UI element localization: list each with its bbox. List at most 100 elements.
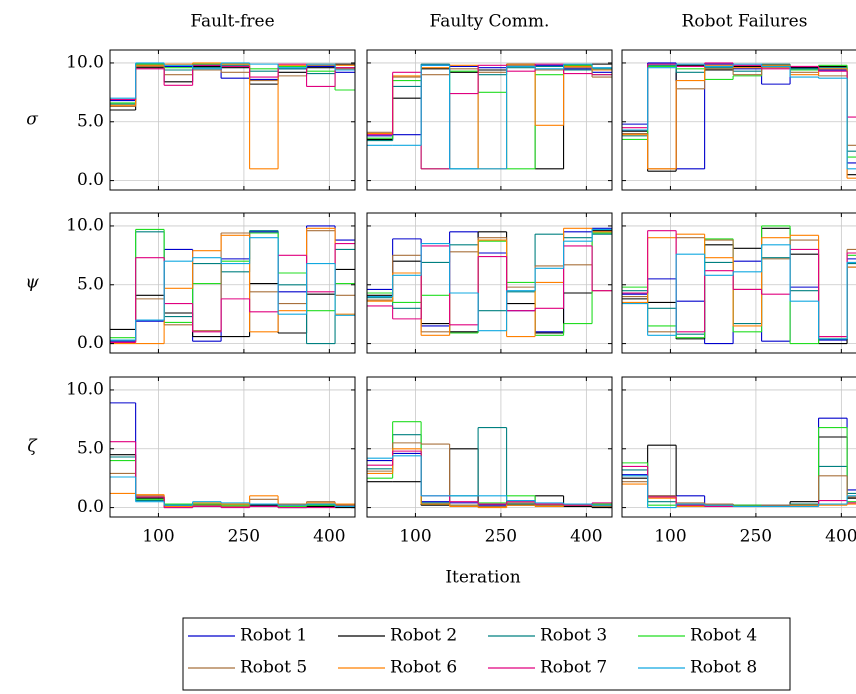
x-tick-label: 400	[570, 527, 602, 547]
y-tick-label: 10.0	[66, 215, 104, 235]
y-tick-label: 5.0	[77, 111, 104, 131]
panel	[622, 377, 856, 517]
panel-frame	[621, 212, 856, 354]
column-title: Robot Failures	[682, 12, 808, 32]
step-riser	[647, 65, 848, 158]
panel	[622, 50, 856, 190]
y-tick-label: 10.0	[66, 52, 104, 72]
step-riser	[392, 453, 593, 507]
panel-frame	[366, 376, 613, 518]
legend-label: Robot 4	[690, 626, 757, 646]
panel-frame	[109, 376, 356, 518]
panel-frame	[621, 376, 856, 518]
panel-frame	[109, 49, 356, 191]
x-tick-label: 400	[313, 527, 345, 547]
step-riser	[135, 237, 336, 341]
step-riser	[392, 65, 593, 169]
column-title: Faulty Comm.	[430, 12, 550, 32]
step-riser	[163, 228, 336, 344]
legend-label: Robot 2	[390, 626, 457, 646]
x-tick-label: 100	[654, 527, 686, 547]
step-riser	[392, 421, 593, 507]
x-tick-label: 100	[399, 527, 431, 547]
step-riser	[392, 451, 593, 506]
step-riser	[392, 427, 593, 506]
panel	[110, 213, 355, 353]
step-riser	[392, 233, 593, 336]
step-riser	[135, 225, 336, 342]
step-riser	[647, 62, 848, 169]
step-riser	[135, 457, 336, 507]
legend-label: Robot 1	[240, 626, 307, 646]
step-riser	[647, 244, 848, 339]
step-riser	[135, 64, 336, 110]
step-riser	[135, 230, 336, 344]
step-riser	[392, 229, 593, 331]
legend-box	[182, 617, 791, 691]
x-tick-label: 400	[825, 527, 856, 547]
step-riser	[135, 269, 336, 337]
step-riser	[392, 455, 593, 506]
step-riser	[392, 64, 593, 169]
step-riser	[647, 466, 848, 507]
panel-frame	[621, 49, 856, 191]
step-riser	[135, 402, 308, 507]
y-tick-label: 10.0	[66, 379, 104, 399]
step-riser	[135, 441, 336, 508]
x-tick-label: 250	[228, 527, 260, 547]
step-riser	[135, 62, 336, 99]
y-tick-label: 5.0	[77, 438, 104, 458]
x-tick-label: 100	[142, 527, 174, 547]
step-riser	[392, 64, 593, 169]
y-tick-label: 0.0	[77, 497, 104, 517]
x-axis-label: Iteration	[445, 568, 520, 588]
step-riser	[647, 65, 848, 175]
panel	[110, 50, 355, 190]
step-riser	[135, 454, 336, 508]
panel-frame	[366, 212, 613, 354]
y-tick-label: 0.0	[77, 170, 104, 190]
step-riser	[420, 448, 593, 508]
step-riser	[135, 62, 336, 169]
panel	[367, 50, 612, 190]
step-riser	[135, 65, 336, 101]
step-riser	[135, 229, 336, 338]
y-tick-label: 0.0	[77, 333, 104, 353]
legend-label: Robot 3	[540, 626, 607, 646]
step-riser	[647, 418, 848, 507]
panel	[367, 213, 612, 353]
step-riser	[135, 460, 336, 507]
panel	[622, 213, 856, 353]
step-riser	[135, 477, 336, 507]
panel-frame	[366, 49, 613, 191]
step-riser	[392, 64, 593, 169]
row-label: σ	[26, 110, 38, 130]
step-riser	[392, 64, 593, 169]
panel-frame	[109, 212, 356, 354]
panel	[110, 377, 355, 517]
y-tick-label: 5.0	[77, 274, 104, 294]
x-tick-label: 250	[485, 527, 517, 547]
step-riser	[420, 64, 593, 169]
x-tick-label: 250	[740, 527, 772, 547]
column-title: Fault-free	[190, 12, 274, 32]
step-riser	[392, 245, 593, 325]
step-riser	[647, 466, 848, 507]
step-riser	[647, 64, 848, 169]
legend-label: Robot 8	[690, 658, 757, 678]
row-label: ψ	[25, 273, 39, 293]
step-riser	[647, 67, 848, 169]
legend-label: Robot 7	[540, 658, 607, 678]
step-riser	[135, 65, 336, 107]
panel	[367, 377, 612, 517]
step-riser	[647, 230, 848, 337]
step-riser	[392, 448, 565, 508]
legend-label: Robot 6	[390, 658, 457, 678]
row-label: ζ	[27, 437, 38, 457]
step-riser	[135, 230, 336, 343]
step-riser	[647, 427, 848, 507]
step-riser	[647, 257, 848, 339]
step-riser	[392, 442, 593, 507]
legend-label: Robot 5	[240, 658, 307, 678]
